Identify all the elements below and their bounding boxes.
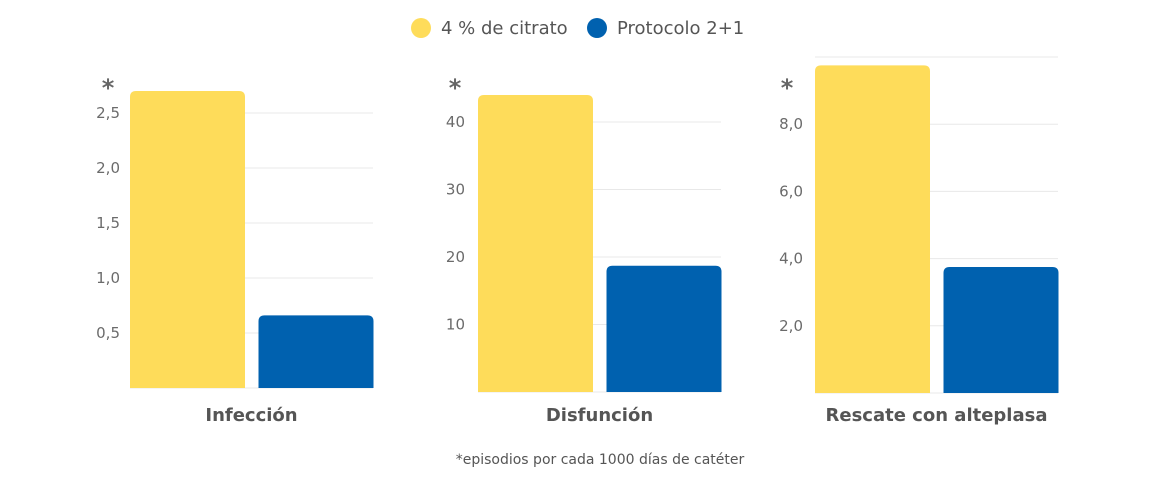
chart-panel-3: 2,0 4,0 6,0 8,0 * Rescate con alteplasa (779, 56, 1059, 426)
y-tick-label: 2,0 (96, 159, 120, 177)
y-tick-label: 0,5 (96, 324, 120, 342)
bar-citrato (478, 95, 593, 392)
legend-swatch-citrato (411, 18, 431, 38)
chart-panel-1: 0,5 1,0 1,5 2,0 2,5 * Infección (96, 74, 374, 426)
bar-protocolo (258, 315, 374, 388)
legend-label-protocolo: Protocolo 2+1 (617, 18, 744, 39)
category-label: Infección (205, 405, 297, 426)
y-tick-label: 6,0 (779, 182, 803, 200)
category-label: Rescate con alteplasa (826, 405, 1048, 426)
legend: 4 % de citrato Protocolo 2+1 (411, 18, 744, 39)
unit-asterisk: * (102, 74, 115, 102)
y-tick-label: 1,0 (96, 269, 120, 287)
y-tick-label: 8,0 (779, 115, 803, 133)
chart-panel-2: 10 20 30 40 * Disfunción (446, 74, 722, 426)
footnote: *episodios por cada 1000 días de catéter (456, 452, 745, 468)
y-tick-label: 40 (446, 113, 465, 131)
legend-swatch-protocolo (587, 18, 607, 38)
unit-asterisk: * (781, 74, 794, 102)
y-tick-label: 2,0 (779, 317, 803, 335)
legend-label-citrato: 4 % de citrato (441, 18, 568, 39)
y-tick-label: 4,0 (779, 250, 803, 268)
bar-protocolo (943, 267, 1059, 393)
y-tick-label: 1,5 (96, 214, 120, 232)
bar-citrato (815, 65, 930, 394)
y-tick-label: 10 (446, 316, 465, 334)
category-label: Disfunción (546, 405, 653, 426)
y-tick-label: 30 (446, 181, 465, 199)
y-tick-label: 20 (446, 248, 465, 266)
bar-protocolo (606, 265, 722, 392)
y-tick-label: 2,5 (96, 104, 120, 122)
bar-citrato (130, 91, 245, 388)
unit-asterisk: * (449, 74, 462, 102)
